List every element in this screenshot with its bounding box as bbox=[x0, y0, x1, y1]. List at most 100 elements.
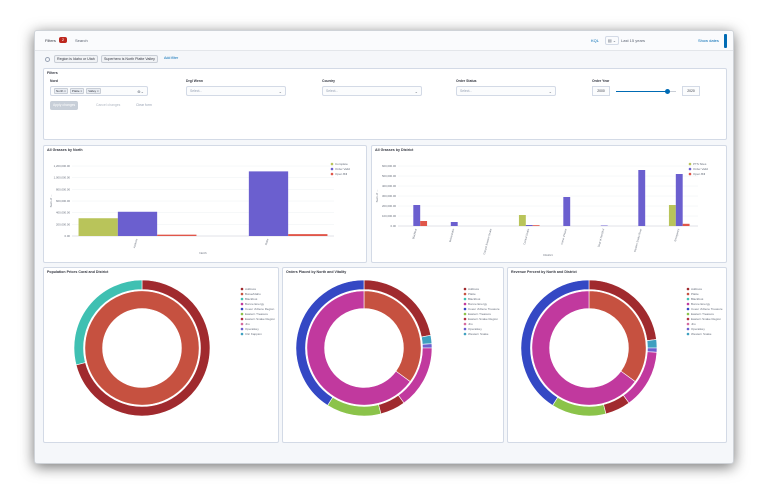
legend-swatch bbox=[686, 332, 690, 336]
legend-label: Open Bill bbox=[335, 172, 348, 176]
legend-label: Blackfoot bbox=[468, 297, 481, 301]
control-label: Country bbox=[322, 79, 335, 83]
legend-swatch bbox=[240, 317, 244, 321]
legend-swatch bbox=[240, 302, 244, 306]
legend-label: Bonne Energy bbox=[468, 302, 488, 306]
legend-swatch bbox=[686, 312, 690, 316]
year-min-input[interactable]: 2000 bbox=[592, 86, 610, 96]
bar bbox=[450, 222, 458, 226]
y-tick-label: 600,000.00 bbox=[56, 199, 70, 203]
legend-swatch bbox=[240, 312, 244, 316]
legend-label: Western Snake bbox=[468, 332, 489, 336]
selected-chip[interactable]: Platte × bbox=[69, 88, 85, 95]
show-dates-link[interactable]: Show dates bbox=[698, 38, 719, 43]
year-range-track[interactable] bbox=[616, 89, 676, 94]
bar bbox=[668, 205, 676, 226]
clear-form-button[interactable]: Clear form bbox=[136, 103, 152, 107]
legend-swatch bbox=[463, 312, 467, 316]
selected-chip[interactable]: Valley × bbox=[86, 88, 101, 95]
legend-swatch bbox=[463, 287, 467, 291]
year-range-handle[interactable] bbox=[664, 89, 670, 94]
north-multiselect[interactable]: North × Platte × Valley × ⊗⌄ bbox=[50, 86, 148, 96]
legend-label: Eastern Treasure bbox=[691, 312, 714, 316]
legend-label: Coeur d'Alene Region bbox=[245, 307, 275, 311]
legend-label: Bonne Energy bbox=[245, 302, 265, 306]
legend-swatch bbox=[686, 292, 690, 296]
cancel-changes-button[interactable]: Cancel changes bbox=[96, 103, 121, 107]
legend-swatch bbox=[463, 307, 467, 311]
donut-slice bbox=[84, 290, 200, 406]
apply-changes-button[interactable]: Apply changes bbox=[50, 101, 79, 110]
legend-label: Operatkey bbox=[245, 327, 259, 331]
legend-label: Boise/Idaho bbox=[245, 292, 261, 296]
legend-swatch bbox=[330, 167, 334, 171]
legend-swatch bbox=[240, 327, 244, 331]
y-axis-label: Sum of ... bbox=[49, 194, 53, 207]
x-axis-label: North bbox=[199, 251, 207, 255]
search-input[interactable]: Search bbox=[75, 38, 88, 43]
panel-title: Orders Placed by North and Vitality bbox=[286, 270, 347, 274]
district-select[interactable]: Select... ⌄ bbox=[186, 86, 286, 96]
y-tick-label: 300,000.00 bbox=[382, 194, 396, 198]
y-tick-label: 800,000.00 bbox=[56, 187, 70, 191]
legend-label: Coeur d'Alene Treasure bbox=[691, 307, 723, 311]
legend-swatch bbox=[686, 287, 690, 291]
legend-swatch bbox=[240, 287, 244, 291]
bar bbox=[682, 223, 690, 226]
y-tick-label: 400,000.00 bbox=[56, 211, 70, 215]
select-placeholder: Select... bbox=[190, 89, 203, 93]
legend-label: Operatkey bbox=[691, 327, 705, 331]
y-tick-label: 0.00 bbox=[391, 224, 397, 228]
refresh-button[interactable] bbox=[724, 34, 727, 48]
x-tick-label: Platte bbox=[264, 238, 270, 246]
bar-chart-north: 0.00 200,000.00 400,000.00 600,000.00 800,00… bbox=[49, 162, 350, 255]
filter-pill[interactable]: Region is Idaho or Utah bbox=[54, 55, 98, 63]
filter-pill[interactable]: Superhero is North Platte Valley bbox=[101, 55, 158, 63]
order-status-select[interactable]: Select... ⌄ bbox=[456, 86, 556, 96]
legend-label: Jiro bbox=[468, 322, 473, 326]
chevron-down-icon: ⌄ bbox=[414, 89, 418, 94]
x-tick-label: Address bbox=[132, 238, 139, 249]
donut-slice bbox=[646, 339, 658, 349]
y-tick-label: 200,000.00 bbox=[56, 222, 70, 226]
filter-menu-icon[interactable] bbox=[45, 57, 50, 62]
legend-swatch bbox=[240, 307, 244, 311]
selected-chip[interactable]: North × bbox=[54, 88, 68, 95]
calendar-icon[interactable]: ▤ ⌄ bbox=[605, 36, 619, 45]
legend-swatch bbox=[463, 327, 467, 331]
legend-swatch bbox=[463, 292, 467, 296]
legend-swatch bbox=[240, 292, 244, 296]
donut-slice bbox=[531, 290, 636, 406]
time-range-picker[interactable]: Last 15 years bbox=[621, 38, 646, 43]
legend-swatch bbox=[686, 327, 690, 331]
legend-label: Clic Kappion bbox=[245, 332, 262, 336]
legend-label: Operatkey bbox=[468, 327, 482, 331]
legend-swatch bbox=[686, 307, 690, 311]
legend-label: Platte bbox=[468, 292, 476, 296]
bar bbox=[675, 174, 683, 226]
legend-label: Eastern Snake Region bbox=[245, 317, 275, 321]
donut-panel-revenue: Revenue Percent by North and District Ad… bbox=[507, 267, 727, 443]
bar bbox=[525, 225, 533, 226]
legend-swatch bbox=[330, 172, 334, 176]
legend-label: Address bbox=[691, 287, 703, 291]
legend-label: Bonne Energy bbox=[691, 302, 711, 306]
chevron-down-icon: ⌄ bbox=[548, 89, 552, 94]
x-tick-label: Boise/Idaho bbox=[448, 228, 456, 243]
legend-label: PTS Sites bbox=[693, 162, 707, 166]
kql-toggle[interactable]: KQL bbox=[591, 38, 600, 43]
filters-toggle[interactable]: Filters bbox=[45, 38, 56, 43]
control-label: Nord bbox=[50, 79, 58, 83]
add-filter-link[interactable]: Add filter bbox=[164, 56, 179, 60]
country-select[interactable]: Select... ⌄ bbox=[322, 86, 422, 96]
y-tick-label: 500,000.00 bbox=[382, 174, 396, 178]
donut-slice bbox=[73, 279, 143, 366]
year-max-input[interactable]: 2020 bbox=[682, 86, 700, 96]
x-tick-label: Canyon Eastern Snake bbox=[482, 228, 493, 255]
chevron-down-icon[interactable]: ⊗⌄ bbox=[137, 89, 144, 94]
legend-label: Eastern Snake Region bbox=[691, 317, 721, 321]
legend-swatch bbox=[463, 322, 467, 326]
legend-swatch bbox=[240, 332, 244, 336]
donut-slice bbox=[520, 279, 590, 406]
